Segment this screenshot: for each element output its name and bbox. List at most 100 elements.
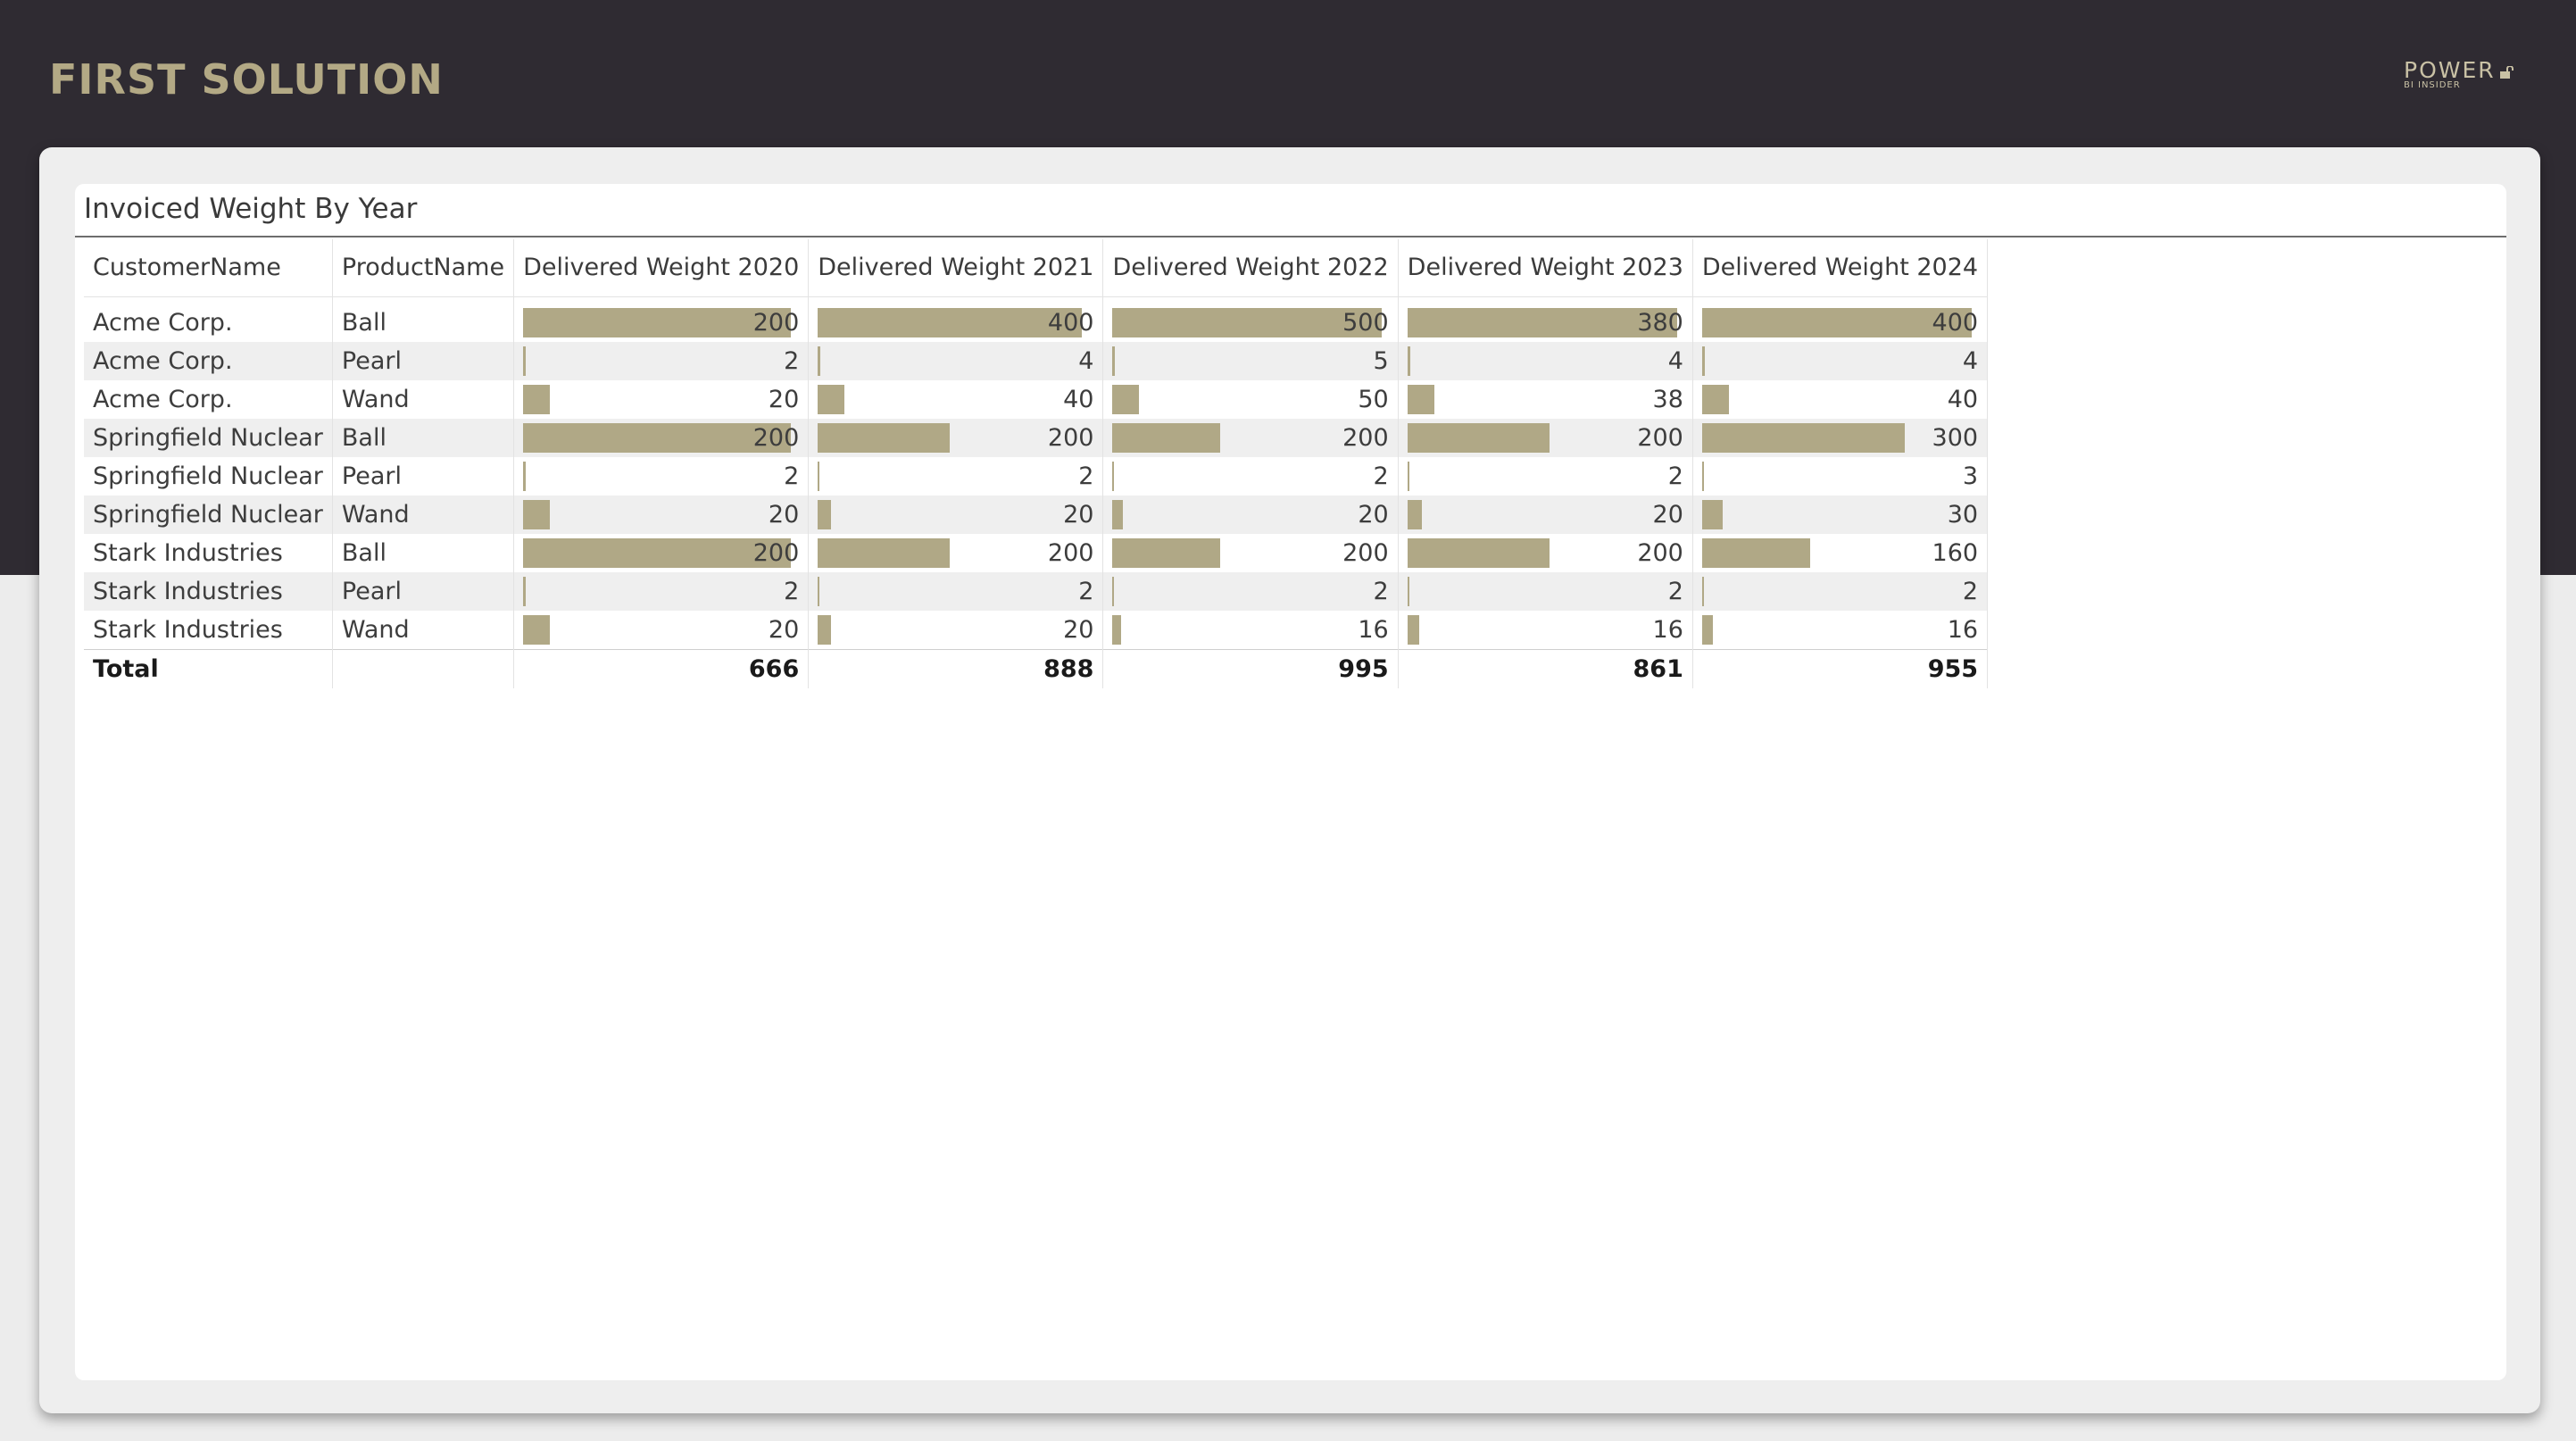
matrix-visual[interactable]: Invoiced Weight By Year CustomerName Pro…: [75, 184, 2506, 1380]
data-bar: [1407, 538, 1550, 568]
table-row[interactable]: Acme Corp. Wand 20 40 50 38 40: [84, 380, 1989, 419]
data-bar: [1701, 346, 1705, 376]
table-row[interactable]: Springfield Nuclear Ball 200 200 200 200 300: [84, 419, 1989, 457]
cell-customer: Springfield Nuclear: [84, 419, 333, 457]
data-bar: [523, 538, 792, 568]
column-header-2022[interactable]: Delivered Weight 2022: [1102, 239, 1399, 296]
cell-value: 20: [1063, 501, 1094, 529]
cell-weight: 200: [1398, 419, 1693, 457]
table-row[interactable]: Springfield Nuclear Wand 20 20 20 20 30: [84, 496, 1989, 534]
cell-weight: 16: [1692, 611, 1989, 649]
cell-product: Ball: [332, 304, 515, 342]
cell-weight: 2: [1398, 457, 1693, 496]
data-bar: [523, 308, 792, 337]
cell-customer: Springfield Nuclear: [84, 496, 333, 534]
data-bar: [818, 462, 820, 491]
column-header-2023[interactable]: Delivered Weight 2023: [1398, 239, 1693, 296]
cell-weight: 4: [1398, 342, 1693, 380]
cell-weight: 3: [1692, 457, 1989, 496]
column-header-2021[interactable]: Delivered Weight 2021: [808, 239, 1104, 296]
cell-product: Wand: [332, 611, 515, 649]
table-row[interactable]: Springfield Nuclear Pearl 2 2 2 2 3: [84, 457, 1989, 496]
cell-value: 16: [1652, 615, 1683, 644]
title-divider: [75, 236, 2506, 237]
table-row[interactable]: Acme Corp. Ball 200 400 500 380 400: [84, 304, 1989, 342]
cell-value: 3: [1962, 462, 1979, 490]
cell-product: Wand: [332, 496, 515, 534]
cell-value: 200: [1047, 539, 1094, 567]
power-bi-insider-logo: POWER BI INSIDER: [2404, 59, 2538, 98]
data-bar: [1701, 615, 1713, 645]
cell-product: Ball: [332, 534, 515, 572]
data-bar: [818, 500, 832, 529]
data-bar: [1407, 462, 1409, 491]
cell-weight: 2: [1102, 572, 1399, 611]
cell-value: 2: [784, 347, 800, 375]
data-bar: [523, 423, 792, 453]
header-row: CustomerName ProductName Delivered Weigh…: [84, 239, 1989, 296]
cell-weight: 20: [513, 496, 810, 534]
logo-subtitle: BI INSIDER: [2404, 80, 2461, 90]
cell-weight: 200: [808, 534, 1104, 572]
cell-weight: 20: [513, 611, 810, 649]
cell-value: 38: [1652, 386, 1683, 413]
table-row[interactable]: Acme Corp. Pearl 2 4 5 4 4: [84, 342, 1989, 380]
table-row[interactable]: Stark Industries Wand 20 20 16 16 16: [84, 611, 1989, 649]
table-row[interactable]: Stark Industries Pearl 2 2 2 2 2: [84, 572, 1989, 611]
cell-value: 200: [752, 539, 800, 567]
cell-weight: 16: [1398, 611, 1693, 649]
cell-weight: 2: [513, 457, 810, 496]
cell-customer: Acme Corp.: [84, 380, 333, 419]
data-bar: [523, 462, 527, 491]
column-header-product[interactable]: ProductName: [332, 239, 515, 296]
cell-value: 5: [1373, 347, 1389, 375]
cell-value: 2: [1962, 578, 1979, 605]
cell-value: 20: [1063, 615, 1094, 644]
cell-value: 2: [1373, 462, 1389, 490]
data-bar: [818, 346, 821, 376]
cell-weight: 400: [1692, 304, 1989, 342]
column-header-2024[interactable]: Delivered Weight 2024: [1692, 239, 1989, 296]
data-bar: [1112, 538, 1221, 568]
cell-weight: 200: [513, 304, 810, 342]
cell-weight: 20: [808, 496, 1104, 534]
cell-weight: 5: [1102, 342, 1399, 380]
cell-value: 16: [1947, 615, 1979, 644]
matrix-table[interactable]: CustomerName ProductName Delivered Weigh…: [84, 239, 1989, 688]
cell-value: 2: [1667, 578, 1683, 605]
cell-weight: 4: [1692, 342, 1989, 380]
total-row: Total 666 888 995 861 955: [84, 648, 1989, 688]
cell-weight: 200: [1102, 419, 1399, 457]
column-header-customer[interactable]: CustomerName: [84, 239, 333, 296]
page-title: FIRST SOLUTION: [49, 55, 444, 104]
cell-weight: 40: [1692, 380, 1989, 419]
data-bar: [1112, 385, 1140, 414]
cell-value: 20: [1652, 501, 1683, 529]
cell-weight: 200: [1102, 534, 1399, 572]
column-header-2020[interactable]: Delivered Weight 2020: [513, 239, 810, 296]
cell-weight: 2: [1398, 572, 1693, 611]
cell-product: Wand: [332, 380, 515, 419]
cell-product: Pearl: [332, 457, 515, 496]
cell-value: 4: [1078, 347, 1094, 375]
cell-weight: 40: [808, 380, 1104, 419]
cell-weight: 20: [808, 611, 1104, 649]
cell-product: Pearl: [332, 342, 515, 380]
cell-weight: 400: [808, 304, 1104, 342]
total-value: 666: [513, 648, 810, 688]
data-bar: [523, 385, 551, 414]
cell-value: 300: [1932, 424, 1979, 452]
cell-weight: 2: [1692, 572, 1989, 611]
cell-value: 20: [768, 615, 800, 644]
data-bar: [1112, 308, 1383, 337]
total-value: 861: [1398, 648, 1693, 688]
table-row[interactable]: Stark Industries Ball 200 200 200 200 160: [84, 534, 1989, 572]
cell-value: 2: [1078, 462, 1094, 490]
data-bar: [818, 615, 832, 645]
cell-value: 40: [1063, 386, 1094, 413]
data-bar: [1407, 385, 1434, 414]
cell-value: 200: [1342, 424, 1389, 452]
cell-weight: 2: [808, 457, 1104, 496]
cell-value: 4: [1962, 347, 1979, 375]
total-value: 888: [808, 648, 1104, 688]
